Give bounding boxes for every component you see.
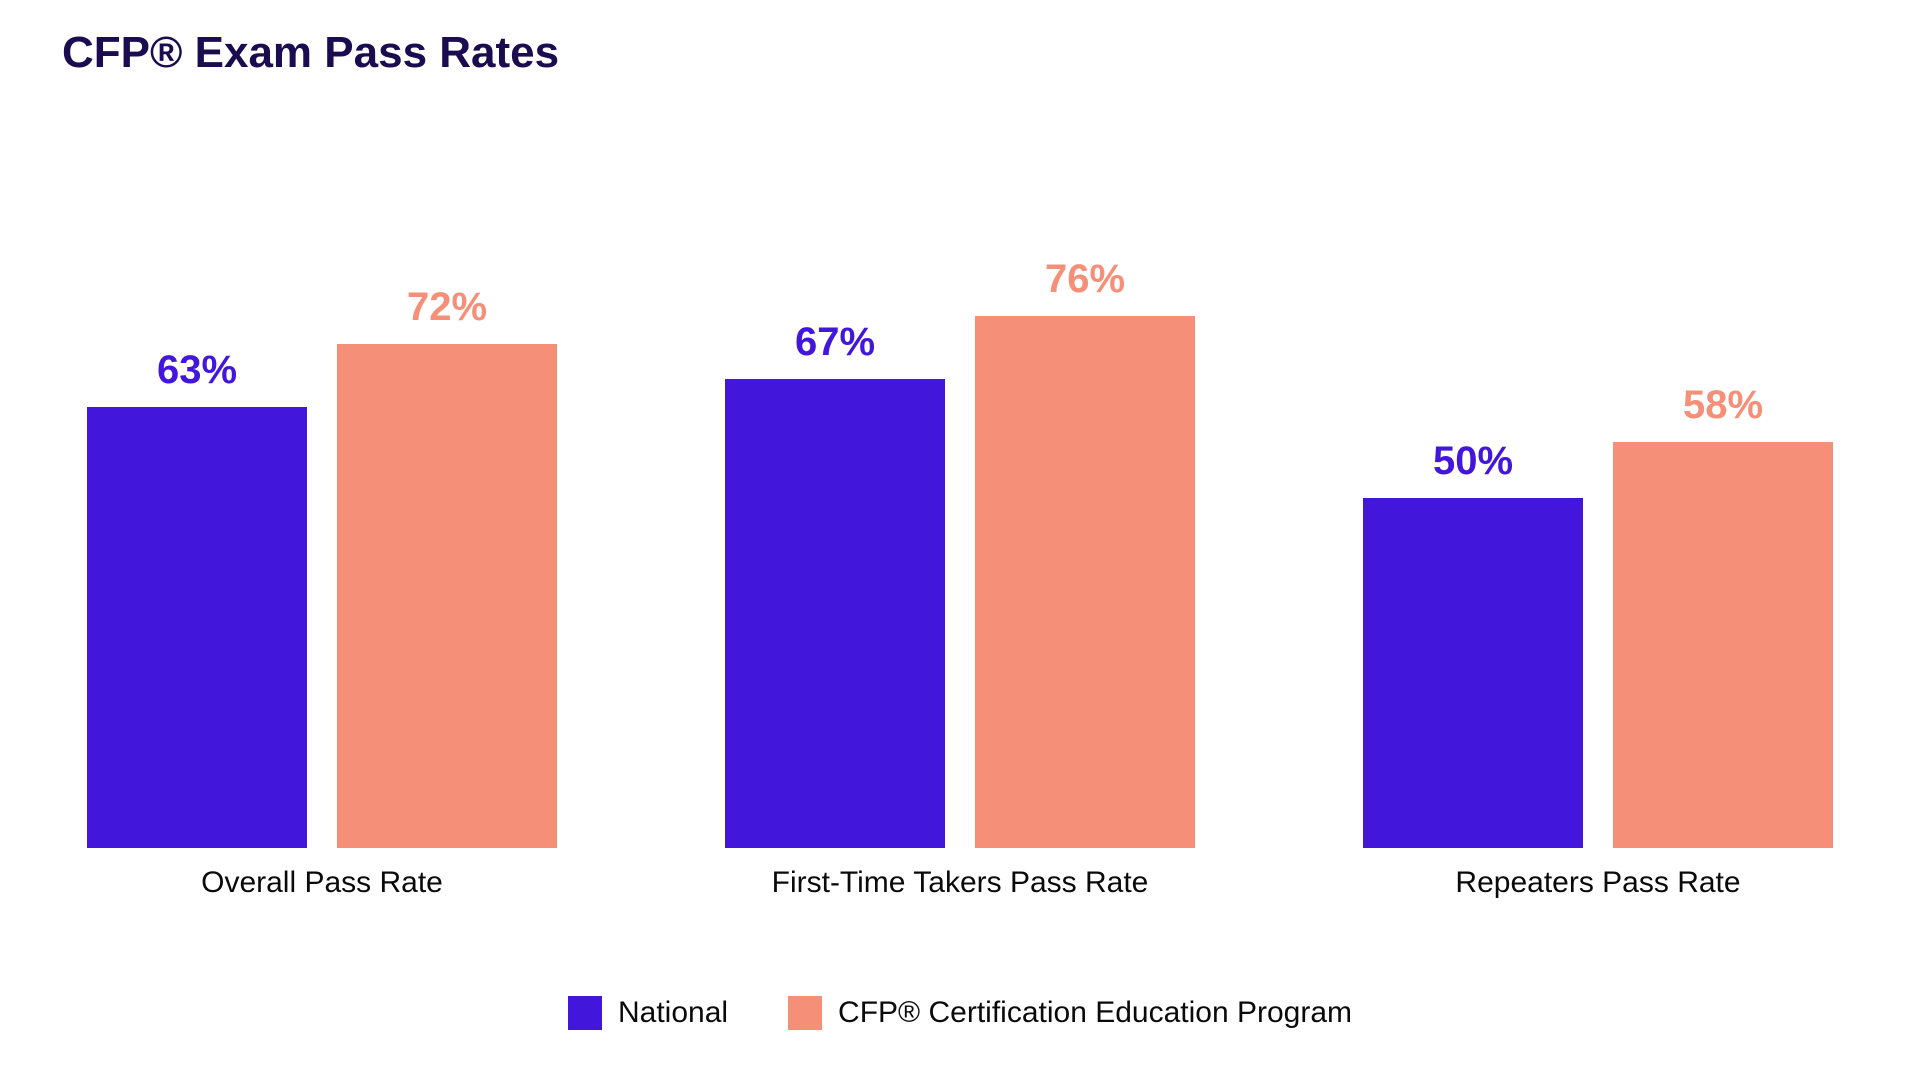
bar-value-label: 76% — [1045, 257, 1125, 302]
category-label: Overall Pass Rate — [201, 866, 443, 900]
legend: National CFP® Certification Education Pr… — [0, 996, 1920, 1030]
bar-value-label: 67% — [795, 320, 875, 365]
bar-overall-program — [337, 344, 557, 848]
bar-group-overall: 63% 72% Overall Pass Rate — [62, 148, 582, 900]
bar-wrap-first-time-program: 76% — [975, 257, 1195, 848]
category-label: First-Time Takers Pass Rate — [772, 866, 1149, 900]
bar-overall-national — [87, 407, 307, 848]
legend-item-national: National — [568, 996, 728, 1030]
legend-swatch-national — [568, 996, 602, 1030]
bars-overall: 63% 72% — [87, 148, 557, 848]
chart-area: 63% 72% Overall Pass Rate 67% 76% First-… — [62, 160, 1858, 900]
legend-swatch-program — [788, 996, 822, 1030]
bar-repeaters-national — [1363, 498, 1583, 848]
bar-wrap-first-time-national: 67% — [725, 320, 945, 848]
bars-first-time: 67% 76% — [725, 148, 1195, 848]
bar-value-label: 58% — [1683, 383, 1763, 428]
legend-label: CFP® Certification Education Program — [838, 996, 1352, 1030]
bar-value-label: 72% — [407, 285, 487, 330]
bar-first-time-national — [725, 379, 945, 848]
bar-wrap-repeaters-national: 50% — [1363, 439, 1583, 848]
category-label: Repeaters Pass Rate — [1455, 866, 1740, 900]
bar-wrap-repeaters-program: 58% — [1613, 383, 1833, 848]
bar-value-label: 63% — [157, 348, 237, 393]
bars-repeaters: 50% 58% — [1363, 148, 1833, 848]
legend-item-program: CFP® Certification Education Program — [788, 996, 1352, 1030]
legend-label: National — [618, 996, 728, 1030]
bar-repeaters-program — [1613, 442, 1833, 848]
bar-wrap-overall-national: 63% — [87, 348, 307, 848]
bar-wrap-overall-program: 72% — [337, 285, 557, 848]
bar-group-repeaters: 50% 58% Repeaters Pass Rate — [1338, 148, 1858, 900]
bar-first-time-program — [975, 316, 1195, 848]
bar-group-first-time: 67% 76% First-Time Takers Pass Rate — [700, 148, 1220, 900]
chart-title: CFP® Exam Pass Rates — [62, 28, 559, 78]
bar-value-label: 50% — [1433, 439, 1513, 484]
